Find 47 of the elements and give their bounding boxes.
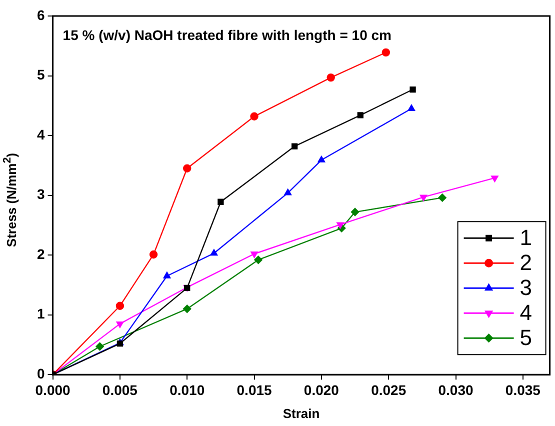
point (382, 48, 390, 57)
point (149, 250, 158, 259)
x-tick-label: 0.005 (102, 382, 138, 398)
point (408, 104, 416, 111)
point (284, 188, 292, 196)
x-tick-label: 0.010 (170, 382, 205, 398)
y-tick-label: 5 (36, 66, 45, 83)
x-tick-label: 0.020 (304, 382, 340, 398)
legend-label: 2 (520, 250, 532, 276)
point (420, 194, 428, 202)
point (491, 176, 498, 182)
x-tick-label: 0.025 (371, 382, 406, 398)
point (96, 342, 104, 351)
point (116, 302, 124, 310)
y-tick-label: 3 (36, 186, 45, 202)
legend-label: 3 (520, 275, 532, 300)
y-tick-label: 2 (36, 246, 45, 262)
point (116, 321, 124, 328)
text: 15 % (w/v) NaOH treated fibre with length = 10 cm (62, 26, 392, 43)
point (163, 272, 171, 278)
point (350, 208, 360, 216)
y-tick-label: 6 (36, 6, 45, 23)
legend-label: 1 (520, 225, 532, 250)
legend-label: 4 (520, 300, 532, 326)
point (210, 249, 218, 256)
point (336, 222, 344, 229)
point (183, 164, 192, 173)
point (438, 194, 446, 202)
point (250, 252, 258, 258)
x-tick-label: 0.035 (505, 382, 541, 398)
point (292, 143, 298, 150)
point (410, 86, 416, 93)
point (357, 112, 364, 118)
y-tick-label: 0 (36, 365, 45, 382)
x-tick-label: 0.000 (35, 382, 71, 398)
y-tick-label: 4 (36, 126, 45, 142)
point (250, 112, 258, 121)
x-tick-label: 0.015 (236, 382, 272, 398)
x-axis-title: Strain (282, 406, 320, 421)
point (218, 198, 224, 205)
point (254, 256, 262, 264)
legend-label: 5 (520, 325, 532, 350)
point (318, 156, 326, 162)
point (326, 73, 335, 82)
x-tick-label: 0.030 (438, 382, 474, 398)
point (183, 304, 192, 313)
y-tick-label: 1 (36, 306, 45, 322)
